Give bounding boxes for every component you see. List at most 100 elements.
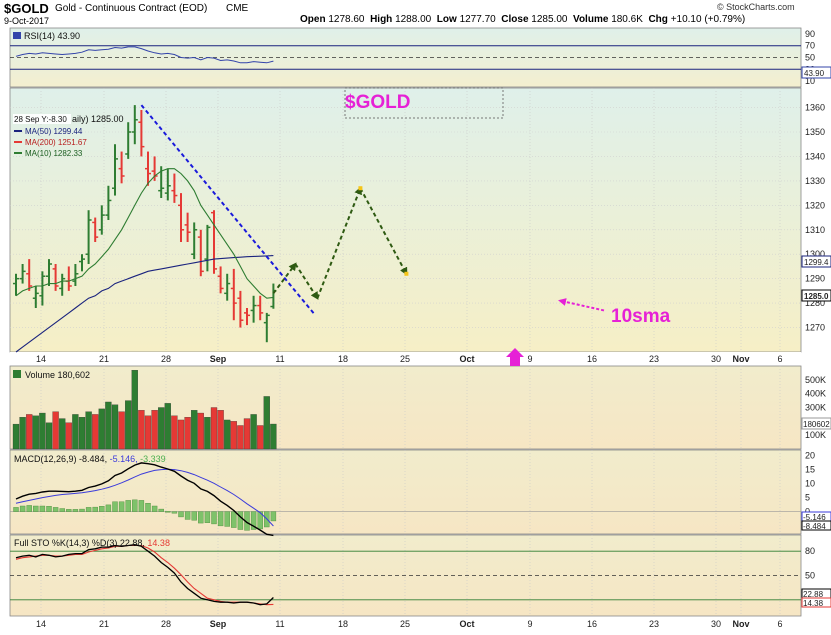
price-bar-33 (230, 268, 237, 321)
macd-hist-22 (158, 508, 164, 512)
price-layer (13, 104, 605, 366)
price-bar-34 (237, 290, 244, 328)
sto-k-line (15, 544, 274, 606)
macd-legend: MACD(12,26,9) -8.484, -5.146, -3.339 (14, 454, 166, 464)
volume-bar-13 (98, 408, 105, 450)
volume-bar-18 (131, 369, 138, 450)
volume-bar-25 (177, 419, 185, 450)
high-label: High (370, 14, 393, 25)
macd-hist-11 (85, 507, 92, 512)
date-tick-bottom-2: 28 (161, 619, 171, 629)
date-tick-top-0: 14 (36, 354, 46, 364)
rsi-tick-2: 50 (805, 53, 815, 63)
volume-bar-33 (230, 421, 237, 450)
price-bar-28 (197, 229, 204, 277)
date-tick-bottom-13: 6 (777, 619, 782, 629)
volume-bar-6 (52, 411, 59, 450)
macd-hist-29 (204, 511, 211, 524)
sto-d-value: 14.38 (147, 538, 170, 548)
macd-hist-23 (165, 511, 171, 513)
price-bar-24 (171, 173, 178, 203)
macd-hist-34 (237, 511, 244, 530)
price-bar-18 (131, 105, 138, 145)
macd-hist-28 (198, 511, 204, 524)
date-tick-bottom-1: 21 (99, 619, 109, 629)
legend-ma200: MA(200) 1251.67 (25, 138, 87, 147)
volume-tick-1: 400K (805, 389, 826, 399)
volume-bar-32 (224, 419, 231, 450)
macd-hist-7 (59, 508, 65, 512)
volume-badge: 180602 (803, 420, 830, 429)
date-tick-bottom-3: Sep (210, 619, 227, 629)
price-bar-2 (26, 259, 33, 291)
volume-value: 180.6K (611, 14, 643, 25)
price-bar-31 (217, 266, 224, 294)
volume-bar-0 (12, 423, 20, 450)
date-tick-bottom-7: Oct (459, 619, 474, 629)
chg-value: +10.10 (+0.79%) (670, 14, 746, 25)
macd-value: -8.484, (79, 454, 107, 464)
macd-badge-2: -8.484 (803, 522, 826, 531)
date-tick-bottom-6: 25 (400, 619, 410, 629)
macd-hist-4 (39, 505, 46, 512)
projection-segment-0 (272, 262, 297, 294)
sto-legend: Full STO %K(14,3) %D(3) 22.88, 14.38 (14, 538, 170, 548)
volume-bar-12 (92, 414, 99, 450)
volume-bar-26 (184, 417, 191, 450)
price-tick-4: 1320 (805, 200, 825, 210)
low-label: Low (436, 14, 457, 25)
macd-legend-text: MACD(12,26,9) -8.484, -5.146, -3.339 (14, 454, 166, 464)
close-badge: 1285.0 (804, 292, 829, 301)
date-tick-top-6: 25 (400, 354, 410, 364)
close-value: 1285.00 (531, 14, 568, 25)
macd-hist-37 (257, 511, 263, 530)
date-tick-top-2: 28 (161, 354, 171, 364)
legend-ma10: MA(10) 1282.33 (25, 149, 83, 158)
price-bar-38 (263, 312, 270, 343)
date-tick-top-9: 16 (587, 354, 597, 364)
volume-bar-19 (138, 410, 145, 450)
macd-tick-2: 10 (805, 479, 815, 489)
rsi-legend: RSI(14) 43.90 (13, 31, 80, 41)
macd-hist-16 (118, 501, 125, 512)
price-bar-27 (191, 222, 198, 260)
projection-node-2 (404, 271, 409, 276)
macd-hist-20 (145, 503, 151, 512)
chart-header: $GOLD Gold - Continuous Contract (EOD) C… (0, 0, 831, 28)
rsi-tick-0: 90 (805, 29, 815, 39)
date-tick-top-4: 11 (275, 354, 284, 364)
volume-bar-20 (144, 415, 152, 450)
ma-line-ma10 (15, 168, 274, 299)
symbol: $GOLD (4, 1, 49, 16)
date-tick-bottom-0: 14 (36, 619, 46, 629)
price-tick-0: 1360 (805, 103, 825, 113)
rsi-label: RSI(14) 43.90 (24, 31, 80, 41)
price-bar-0 (13, 273, 19, 296)
date-tick-top-1: 21 (99, 354, 109, 364)
volume-bar-17 (125, 400, 132, 450)
volume-bar-8 (65, 422, 72, 450)
macd-hist-19 (138, 500, 145, 512)
price-bar-14 (105, 185, 112, 220)
price-bar-1 (19, 264, 26, 284)
price-tick-7: 1290 (805, 274, 825, 284)
sto-badge-1: 22.88 (803, 590, 824, 599)
rsi-tick-4: 10 (805, 76, 815, 86)
projection-segment-2 (316, 186, 362, 299)
axis-layer: 14 14 21 21 28 28 Sep Sep 11 11 18 18 25 25 Oct Oct 9 9 16… (36, 29, 826, 629)
right-badges: 43.90 1299.4 1285.0 180602 -5.146 -8.484… (801, 66, 831, 608)
date-tick-top-12: Nov (732, 354, 749, 364)
macd-hist-18 (132, 499, 138, 512)
macd-tick-3: 5 (805, 493, 810, 503)
open-label: Open (300, 14, 326, 25)
volume-bar-24 (171, 415, 178, 450)
volume-bar-37 (257, 425, 264, 450)
volume-bar-30 (210, 407, 218, 450)
volume-bar-1 (19, 417, 26, 450)
volume-tick-2: 300K (805, 403, 826, 413)
macd-hist-36 (250, 511, 257, 530)
price-tick-5: 1310 (805, 225, 825, 235)
date-tick-bottom-11: 30 (711, 619, 721, 629)
price-bar-4 (39, 271, 46, 306)
rsi-line (15, 46, 274, 64)
